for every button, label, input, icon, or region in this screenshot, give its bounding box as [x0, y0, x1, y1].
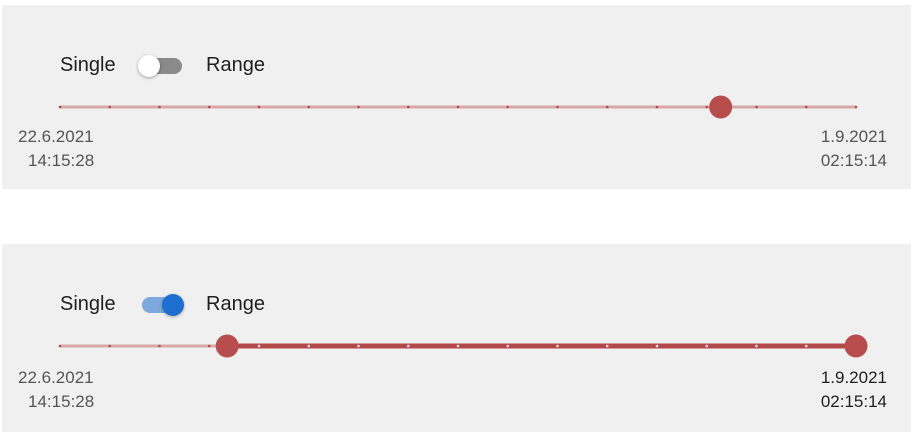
- slider-tick: [158, 344, 161, 348]
- slider-tick: [108, 344, 112, 348]
- slider-tick: [854, 105, 858, 109]
- slider-tick: [705, 344, 709, 348]
- slider-tick: [506, 105, 510, 109]
- slider-tick: [755, 344, 758, 348]
- slider-svg: [58, 95, 858, 119]
- single-label: Single: [60, 54, 116, 76]
- slider-tick: [705, 105, 709, 109]
- slider-tick: [207, 344, 211, 348]
- slider-svg: [58, 334, 868, 358]
- slider-tick: [605, 344, 609, 348]
- slider-tick: [804, 344, 808, 348]
- slider-tick: [357, 105, 360, 109]
- mode-toggle-switch[interactable]: [138, 55, 184, 77]
- range-label: Range: [206, 54, 265, 76]
- slider-tick: [357, 344, 360, 348]
- time-range-slider[interactable]: [58, 334, 868, 358]
- slider-tick: [456, 344, 460, 348]
- single-mode-panel: Single Range 22.6.2021 14:15:28 1.9.2021…: [2, 5, 911, 189]
- start-datetime: 22.6.2021 14:15:28: [18, 366, 94, 414]
- end-time: 02:15:14: [820, 392, 887, 411]
- start-time: 14:15:28: [28, 151, 95, 170]
- start-time: 14:15:28: [28, 392, 95, 411]
- range-label: Range: [206, 293, 265, 315]
- slider-tick: [556, 344, 559, 348]
- start-date: 22.6.2021: [18, 127, 94, 146]
- slider-tick: [655, 105, 659, 109]
- slider-tick: [406, 105, 410, 109]
- slider-tick: [406, 344, 410, 348]
- slider-tick: [158, 105, 161, 109]
- range-mode-panel: Single Range 22.6.2021 14:15:28 1.9.2021…: [2, 244, 911, 432]
- slider-tick: [207, 105, 211, 109]
- slider-thumb[interactable]: [709, 95, 733, 119]
- toggle-knob[interactable]: [138, 55, 160, 77]
- slider-thumb-start[interactable]: [215, 334, 239, 358]
- slider-tick: [655, 344, 659, 348]
- single-label: Single: [60, 293, 116, 315]
- time-slider[interactable]: [58, 95, 858, 119]
- end-date: 1.9.2021: [820, 368, 887, 387]
- start-datetime: 22.6.2021 14:15:28: [18, 125, 94, 173]
- slider-tick: [804, 105, 808, 109]
- slider-tick: [58, 344, 62, 348]
- slider-tick: [58, 105, 62, 109]
- mode-toggle-switch[interactable]: [138, 294, 184, 316]
- end-time: 02:15:14: [820, 151, 887, 170]
- slider-tick: [257, 344, 261, 348]
- end-date: 1.9.2021: [820, 127, 887, 146]
- slider-tick: [605, 105, 609, 109]
- slider-tick: [506, 344, 510, 348]
- slider-tick: [307, 105, 311, 109]
- slider-tick: [755, 105, 758, 109]
- toggle-knob[interactable]: [162, 294, 184, 316]
- slider-thumb-end[interactable]: [844, 334, 868, 358]
- slider-tick: [456, 105, 460, 109]
- slider-tick: [307, 344, 311, 348]
- slider-tick: [108, 105, 112, 109]
- end-datetime: 1.9.2021 02:15:14: [821, 366, 887, 414]
- end-datetime: 1.9.2021 02:15:14: [821, 125, 887, 173]
- slider-tick: [556, 105, 559, 109]
- start-date: 22.6.2021: [18, 368, 94, 387]
- slider-tick: [257, 105, 261, 109]
